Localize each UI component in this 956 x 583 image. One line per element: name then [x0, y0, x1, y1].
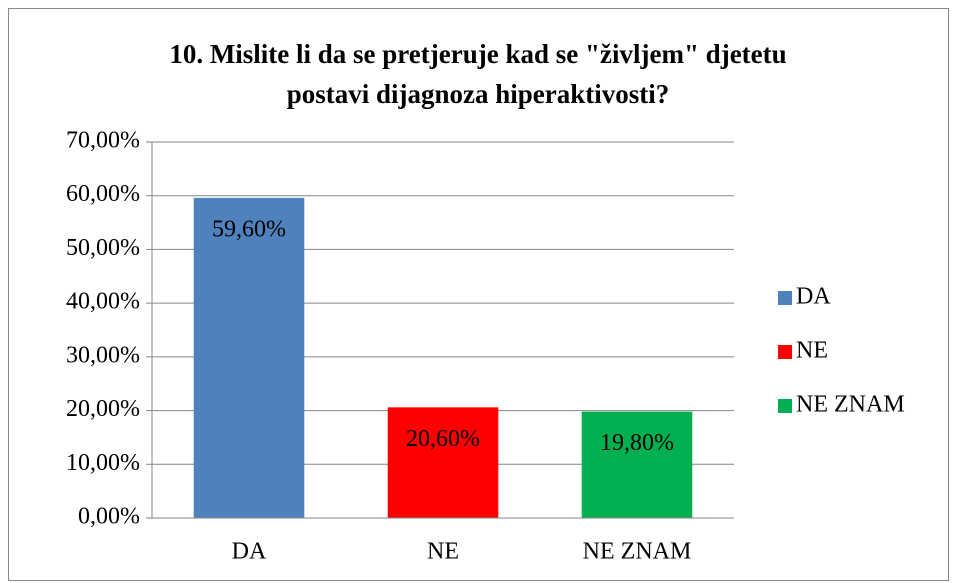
y-tick-label: 10,00%	[66, 450, 140, 476]
y-tick-label: 20,00%	[66, 396, 140, 422]
value-label: 19,80%	[600, 430, 674, 456]
y-tick-label: 60,00%	[66, 181, 140, 207]
legend-label: NE	[796, 338, 828, 364]
y-tick-label: 30,00%	[66, 342, 140, 368]
legend-swatch	[778, 399, 792, 413]
legend-swatch	[778, 345, 792, 359]
y-tick-label: 40,00%	[66, 289, 140, 315]
bar	[193, 197, 305, 518]
y-tick-label: 50,00%	[66, 235, 140, 261]
legend-label: DA	[796, 284, 831, 310]
bar	[581, 411, 693, 518]
x-tick-label: NE	[427, 539, 459, 565]
value-label: 59,60%	[212, 216, 286, 242]
chart-title: 10. Mislite li da se pretjeruje kad se "…	[169, 39, 787, 109]
x-tick-label: NE ZNAM	[583, 539, 692, 565]
legend-label: NE ZNAM	[796, 392, 905, 418]
value-label: 20,60%	[406, 426, 480, 452]
bar	[387, 407, 499, 518]
x-tick-label: DA	[232, 539, 267, 565]
y-tick-label: 70,00%	[66, 128, 140, 154]
legend-swatch	[778, 291, 792, 305]
y-tick-label: 0,00%	[78, 504, 140, 530]
